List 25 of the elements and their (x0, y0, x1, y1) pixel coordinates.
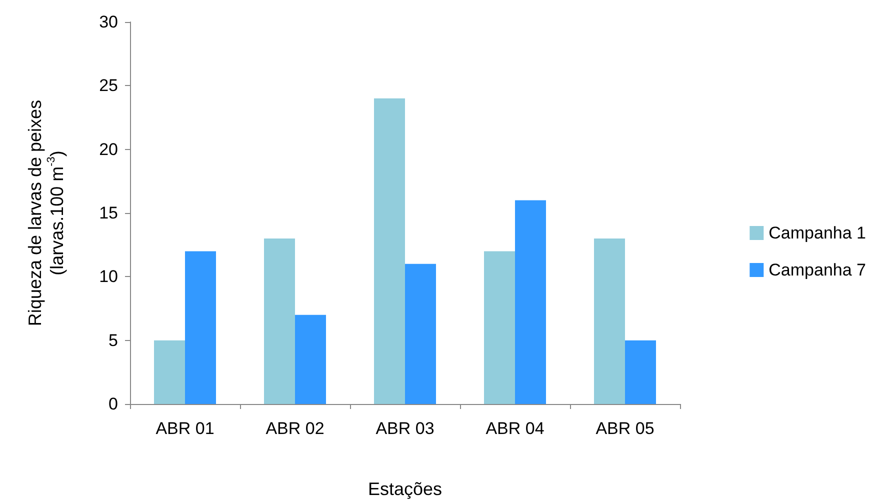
x-tick-label: ABR 04 (486, 419, 544, 438)
bar (374, 98, 405, 404)
x-tick-label: ABR 02 (266, 419, 324, 438)
bar (295, 314, 326, 404)
legend-label: Campanha 1 (768, 224, 866, 242)
bar (185, 251, 216, 404)
x-axis-title: Estações (368, 479, 442, 499)
bar (405, 264, 436, 404)
bar (515, 200, 546, 404)
x-tick-label: ABR 03 (376, 419, 434, 438)
y-tick-label: 15 (99, 204, 118, 222)
y-tick-label: 20 (99, 140, 118, 159)
y-tick-label: 10 (99, 267, 118, 286)
y-tick-label: 30 (99, 12, 118, 32)
bar (594, 238, 625, 404)
bar (154, 340, 185, 404)
bar (264, 238, 295, 404)
legend-label: Campanha 7 (768, 260, 866, 280)
y-tick-label: 5 (108, 330, 118, 350)
bar (625, 340, 656, 404)
y-tick-label: 25 (99, 76, 118, 96)
y-tick-label: 0 (108, 394, 118, 414)
x-tick-label: ABR 01 (156, 419, 214, 438)
x-tick-label: ABR 05 (596, 419, 654, 438)
bar (484, 251, 515, 404)
